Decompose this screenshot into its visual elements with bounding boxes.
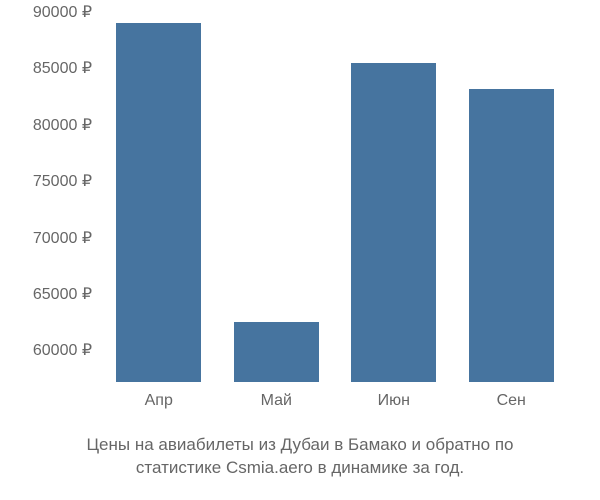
y-tick-label: 70000 ₽	[33, 228, 100, 248]
y-tick-label: 75000 ₽	[33, 171, 100, 191]
y-tick-label: 90000 ₽	[33, 2, 100, 22]
chart-caption: Цены на авиабилеты из Дубаи в Бамако и о…	[0, 434, 600, 480]
price-bar-chart: 60000 ₽ 65000 ₽ 70000 ₽ 75000 ₽ 80000 ₽ 85000…	[0, 0, 600, 500]
x-tick-label: Май	[261, 382, 292, 410]
plot-area: 60000 ₽65000 ₽70000 ₽75000 ₽80000 ₽85000…	[100, 12, 570, 382]
x-tick-label: Июн	[378, 382, 410, 410]
y-tick-label: 65000 ₽	[33, 284, 100, 304]
bars-layer	[100, 12, 570, 382]
bar	[234, 322, 319, 382]
bar	[469, 89, 554, 382]
bar	[116, 23, 201, 382]
y-tick-label: 85000 ₽	[33, 58, 100, 78]
x-tick-label: Сен	[497, 382, 526, 410]
y-tick-label: 80000 ₽	[33, 115, 100, 135]
x-tick-label: Апр	[145, 382, 173, 410]
bar	[351, 63, 436, 382]
y-tick-label: 60000 ₽	[33, 340, 100, 360]
